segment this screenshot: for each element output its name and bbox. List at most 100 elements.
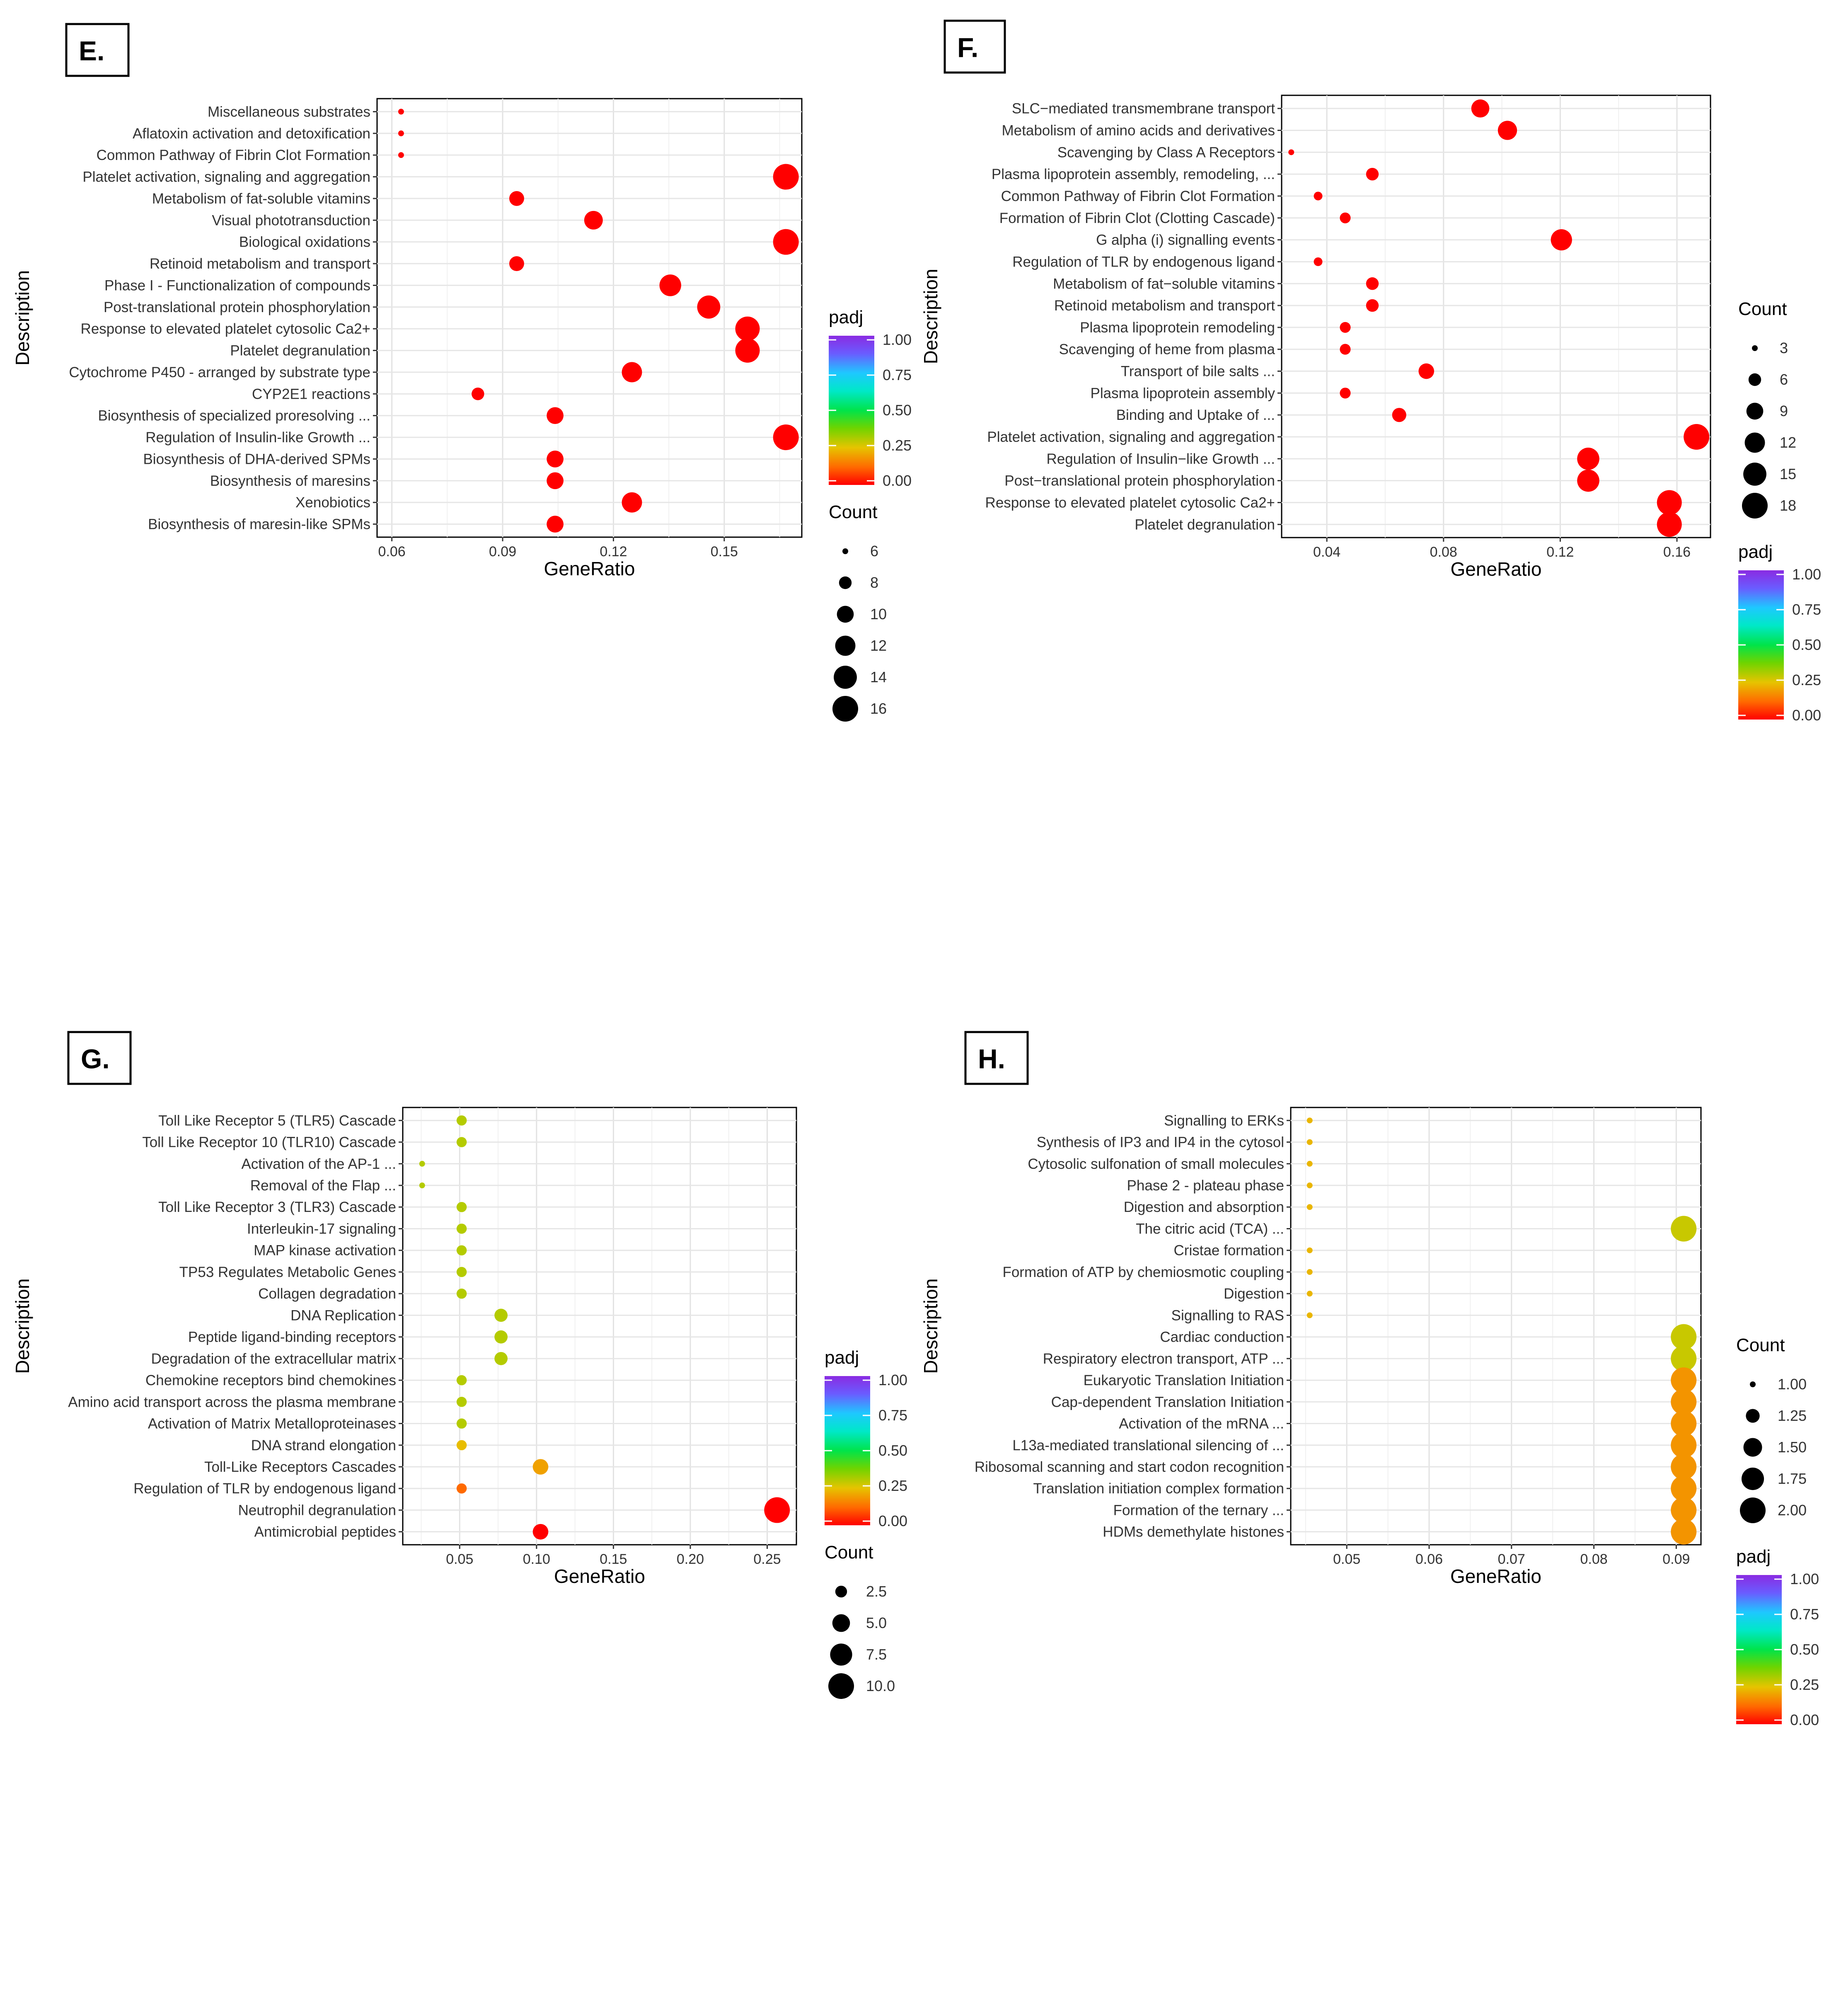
panel-h-count-legend-dot	[1741, 1467, 1764, 1490]
panel-e-category-label: CYP2E1 reactions	[252, 386, 370, 402]
panel-h-count-legend-label: 1.00	[1778, 1376, 1807, 1393]
panel-g-category-label: Antimicrobial peptides	[254, 1524, 396, 1540]
panel-f-count-legend-dot	[1743, 463, 1766, 486]
panel-e-padj-legend-title: padj	[829, 307, 863, 327]
panel-e-y-axis-title: Description	[12, 270, 33, 366]
panel-g-category-label: Activation of Matrix Metalloproteinases	[148, 1416, 396, 1432]
panel-h-point	[1671, 1389, 1697, 1415]
panel-h-padj-tick-label: 0.50	[1790, 1641, 1819, 1658]
panel-h-x-tick-label: 0.08	[1580, 1551, 1607, 1567]
panel-e-label-box	[65, 23, 130, 77]
panel-g-point	[456, 1288, 467, 1299]
panel-f-x-tick-label: 0.04	[1313, 544, 1340, 560]
panel-g-x-tick-label: 0.25	[753, 1551, 781, 1567]
panel-h-count-legend-label: 1.75	[1778, 1470, 1807, 1487]
panel-g-point	[419, 1161, 425, 1167]
panel-e-point	[509, 191, 524, 206]
panel-h-y-axis-title: Description	[920, 1278, 941, 1374]
panel-g-category-label: Regulation of TLR by endogenous ligand	[133, 1480, 396, 1497]
panel-e-x-tick-label: 0.12	[600, 544, 627, 560]
panel-e-padj-tick-label: 0.00	[883, 472, 912, 489]
panel-h-label: H.	[978, 1044, 1005, 1074]
panel-h-category-label: Signalling to ERKs	[1164, 1112, 1284, 1129]
panel-g-point	[532, 1524, 549, 1540]
panel-f-category-label: Formation of Fibrin Clot (Clotting Casca…	[999, 210, 1275, 226]
panel-g-x-axis-title: GeneRatio	[554, 1565, 645, 1587]
panel-e-category-label: Phase I - Functionalization of compounds	[104, 277, 370, 293]
panel-f-category-label: Platelet degranulation	[1135, 516, 1275, 533]
panel-f-point	[1657, 512, 1682, 537]
panel-f-point	[1314, 191, 1323, 201]
panel-g-point	[456, 1137, 467, 1147]
panel-e-category-label: Response to elevated platelet cytosolic …	[81, 321, 370, 337]
panel-g-point	[456, 1483, 467, 1494]
panel-h-category-label: Activation of the mRNA ...	[1119, 1416, 1284, 1432]
panel-f-count-legend-label: 12	[1780, 434, 1796, 451]
panel-g-point	[456, 1440, 467, 1451]
panel-h-padj-colorbar	[1736, 1575, 1782, 1724]
panel-f-count-legend-label: 9	[1780, 402, 1788, 419]
panel-g-count-legend-dot	[830, 1643, 852, 1666]
panel-e-padj-tick-label: 0.25	[883, 437, 912, 454]
panel-g-point	[456, 1267, 467, 1277]
panel-g-point	[456, 1202, 467, 1212]
panel-f-category-label: Scavenging of heme from plasma	[1059, 342, 1275, 358]
panel-h-category-label: Digestion	[1224, 1286, 1284, 1302]
panel-f-category-label: Metabolism of amino acids and derivative…	[1002, 123, 1275, 139]
panel-f-category-label: Response to elevated platelet cytosolic …	[985, 494, 1275, 511]
panel-h-padj-tick-label: 0.00	[1790, 1711, 1819, 1728]
panel-f-padj-tick-label: 0.00	[1792, 707, 1821, 724]
panel-f-point	[1314, 257, 1323, 266]
panel-g-padj-tick-label: 0.50	[878, 1442, 907, 1459]
panel-f-point	[1577, 448, 1599, 470]
panel-f-point	[1577, 469, 1599, 492]
panel-g-point	[494, 1352, 508, 1365]
panel-h-label-box	[964, 1031, 1029, 1085]
panel-g-count-legend-label: 7.5	[866, 1646, 887, 1663]
panel-h-category-label: Phase 2 - plateau phase	[1127, 1178, 1284, 1194]
panel-h-category-label: Digestion and absorption	[1124, 1199, 1284, 1215]
panel-g-padj-legend-title: padj	[825, 1347, 859, 1368]
panel-g-label-box	[67, 1031, 132, 1085]
panel-f-label-box	[944, 19, 1006, 74]
panel-g-count-legend-dot	[835, 1585, 847, 1598]
panel-h-category-label: Ribosomal scanning and start codon recog…	[975, 1459, 1284, 1475]
panel-e-count-legend-label: 8	[870, 574, 878, 591]
panel-h-point	[1306, 1139, 1313, 1145]
panel-e-point	[547, 516, 564, 533]
panel-f-padj-tick-label: 0.75	[1792, 601, 1821, 618]
panel-f-category-label: G alpha (i) signalling events	[1096, 232, 1275, 248]
panel-g-point	[456, 1224, 467, 1234]
panel-e-category-label: Biological oxidations	[239, 234, 370, 250]
panel-g-point	[456, 1245, 467, 1255]
panel-h-point	[1306, 1247, 1313, 1253]
panel-f-x-tick-label: 0.16	[1663, 544, 1691, 560]
panel-e-point	[547, 472, 564, 489]
panel-f-padj-tick-label: 0.50	[1792, 636, 1821, 653]
panel-g-category-label: Toll Like Receptor 5 (TLR5) Cascade	[158, 1112, 396, 1129]
panel-g-category-label: Toll Like Receptor 3 (TLR3) Cascade	[158, 1199, 396, 1215]
panel-h-category-label: Formation of the ternary ...	[1113, 1502, 1284, 1518]
panel-f-point	[1684, 424, 1710, 450]
panel-f-category-label: Common Pathway of Fibrin Clot Formation	[1001, 188, 1275, 204]
panel-f-category-label: SLC−mediated transmembrane transport	[1012, 101, 1275, 117]
panel-e-padj-colorbar	[829, 336, 874, 485]
panel-g-padj-tick-label: 0.25	[878, 1477, 907, 1494]
panel-h-count-legend-dot	[1746, 1409, 1760, 1423]
panel-g-x-tick-label: 0.05	[446, 1551, 473, 1567]
panel-h-point	[1306, 1312, 1313, 1318]
panel-f-count-legend-label: 15	[1780, 465, 1796, 482]
panel-g-padj-tick-label: 0.75	[878, 1407, 907, 1424]
panel-h-point	[1671, 1497, 1697, 1523]
panel-e-count-legend-dot	[839, 576, 852, 589]
panel-h-point	[1306, 1204, 1313, 1210]
panel-h-point	[1306, 1182, 1313, 1189]
panel-h-padj-tick-label: 1.00	[1790, 1570, 1819, 1587]
panel-e-count-legend-label: 12	[870, 637, 887, 654]
panel-h-category-label: Cardiac conduction	[1160, 1329, 1284, 1345]
panel-g-x-tick-label: 0.15	[600, 1551, 627, 1567]
panel-f-category-label: Regulation of Insulin−like Growth ...	[1046, 451, 1275, 467]
panel-h-category-label: HDMs demethylate histones	[1103, 1524, 1284, 1540]
panel-e-category-label: Biosynthesis of specialized proresolving…	[98, 408, 370, 424]
panel-f-padj-tick-label: 0.25	[1792, 671, 1821, 688]
